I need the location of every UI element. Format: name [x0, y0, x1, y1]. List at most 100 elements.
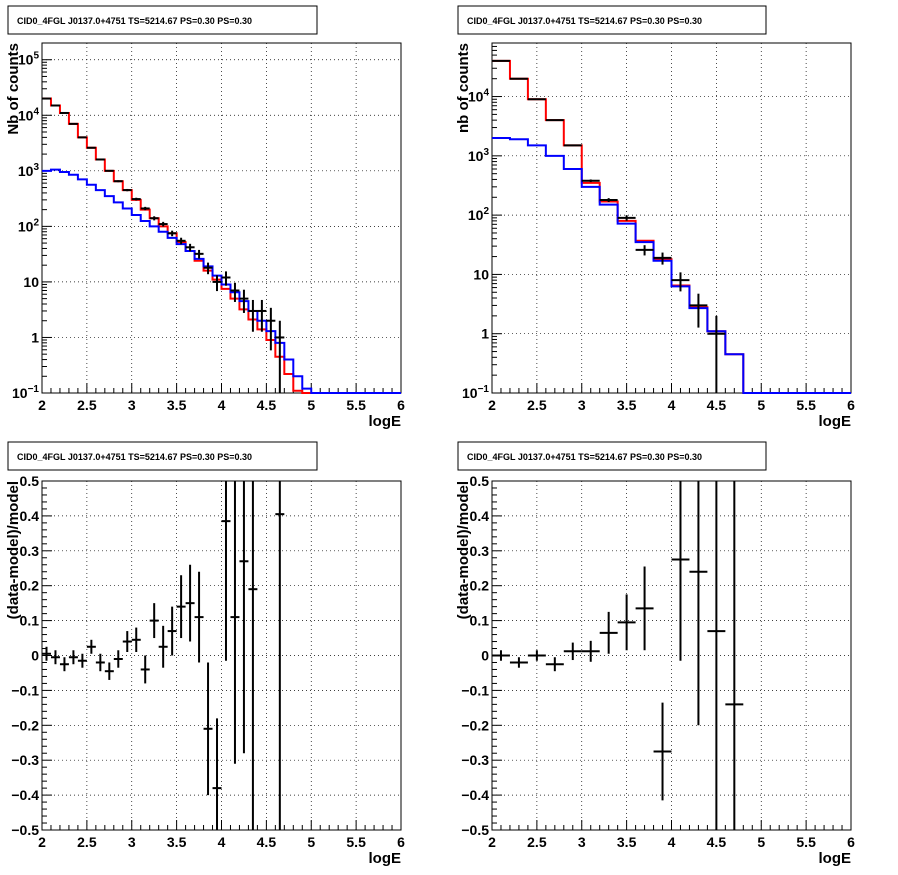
x-tick-label: 6	[397, 397, 405, 413]
x-axis-ticks	[41, 820, 402, 830]
x-tick-label: 5.5	[346, 397, 366, 413]
x-tick-label: 2.5	[527, 397, 547, 413]
y-tick-label: 0.3	[470, 543, 490, 559]
y-tick-label: 1	[31, 329, 39, 345]
x-tick-label: 3.5	[617, 834, 637, 850]
y-tick-label: −0.3	[11, 752, 39, 768]
x-tick-label: 2.5	[77, 397, 97, 413]
y-tick-label: 10−1	[12, 384, 39, 401]
x-tick-label: 6	[847, 397, 855, 413]
residual-points	[492, 481, 744, 830]
y-axis-ticks	[492, 42, 502, 394]
x-tick-label: 3.5	[617, 397, 637, 413]
y-tick-label: −0.1	[461, 682, 489, 698]
x-tick-label: 5.5	[796, 834, 816, 850]
y-axis-label: Nb of counts	[5, 43, 22, 135]
x-tick-label: 2	[38, 834, 46, 850]
y-tick-label: −0.2	[11, 717, 39, 733]
x-tick-label: 3	[128, 397, 136, 413]
chart-title: CID0_4FGL J0137.0+4751 TS=5214.67 PS=0.3…	[467, 16, 702, 26]
grid	[42, 43, 401, 393]
y-tick-label: 0	[481, 648, 489, 664]
y-tick-label: 0.4	[20, 508, 40, 524]
grid	[42, 481, 401, 830]
x-tick-label: 4	[218, 397, 226, 413]
chart-title: CID0_4FGL J0137.0+4751 TS=5214.67 PS=0.3…	[17, 452, 252, 462]
y-tick-label: −0.5	[461, 822, 489, 838]
x-tick-label: 2	[488, 397, 496, 413]
y-tick-label: 103	[18, 162, 40, 179]
y-tick-label: −0.4	[461, 787, 489, 803]
x-axis-ticks	[41, 383, 402, 393]
y-tick-label: 0.2	[20, 578, 40, 594]
y-tick-label: 0	[31, 648, 39, 664]
panel-bottom-right: CID0_4FGL J0137.0+4751 TS=5214.67 PS=0.3…	[455, 441, 855, 867]
x-tick-label: 5.5	[346, 834, 366, 850]
x-tick-label: 2.5	[77, 834, 97, 850]
y-tick-label: 102	[18, 217, 40, 234]
data-points	[492, 59, 726, 393]
panel-top-right: CID0_4FGL J0137.0+4751 TS=5214.67 PS=0.3…	[455, 5, 855, 430]
y-tick-label: −0.1	[11, 682, 39, 698]
y-tick-label: −0.4	[11, 787, 39, 803]
y-tick-label: 0.5	[470, 473, 490, 489]
y-tick-label: 0.2	[470, 578, 490, 594]
y-tick-label: 10	[23, 274, 39, 290]
title-box	[7, 441, 318, 471]
x-tick-label: 5	[757, 397, 765, 413]
x-axis-label: logE	[819, 413, 852, 430]
y-tick-label: 104	[18, 106, 40, 123]
y-tick-label: 0.4	[470, 508, 490, 524]
y-axis-label: (data-model)/model	[5, 481, 22, 619]
y-axis-ticks	[42, 42, 52, 394]
chart-title: CID0_4FGL J0137.0+4751 TS=5214.67 PS=0.3…	[17, 16, 252, 26]
y-axis-label: (data-model)/model	[455, 481, 472, 619]
x-axis-label: logE	[369, 850, 402, 867]
y-tick-label: 104	[468, 88, 490, 105]
x-tick-label: 4.5	[257, 834, 277, 850]
chart-title: CID0_4FGL J0137.0+4751 TS=5214.67 PS=0.3…	[467, 452, 702, 462]
series-line-1	[492, 136, 851, 394]
x-tick-label: 3	[578, 397, 586, 413]
x-tick-label: 3.5	[167, 397, 187, 413]
x-tick-label: 3.5	[167, 834, 187, 850]
x-axis-label: logE	[369, 413, 402, 430]
y-tick-label: 1	[481, 326, 489, 342]
y-axis-label: nb of counts	[455, 43, 472, 133]
x-tick-label: 4.5	[707, 834, 727, 850]
title-box	[457, 441, 767, 471]
x-axis-label: logE	[819, 850, 852, 867]
y-tick-label: −0.2	[461, 717, 489, 733]
y-tick-label: 105	[18, 51, 40, 68]
x-axis-ticks	[491, 820, 852, 830]
data-points	[42, 97, 285, 393]
x-tick-label: 5	[307, 397, 315, 413]
x-tick-label: 4	[218, 834, 226, 850]
x-tick-label: 4.5	[707, 397, 727, 413]
y-tick-label: −0.5	[11, 822, 39, 838]
x-tick-label: 4.5	[257, 397, 277, 413]
y-tick-label: 10−1	[462, 384, 489, 401]
x-tick-label: 2.5	[527, 834, 547, 850]
panel-top-left: CID0_4FGL J0137.0+4751 TS=5214.67 PS=0.3…	[5, 5, 405, 430]
x-tick-label: 6	[847, 834, 855, 850]
x-tick-label: 2	[38, 397, 46, 413]
y-tick-label: 0.5	[20, 473, 40, 489]
x-tick-label: 5.5	[796, 397, 816, 413]
x-tick-label: 3	[128, 834, 136, 850]
x-tick-label: 4	[668, 397, 676, 413]
series-line-1	[42, 168, 401, 394]
x-tick-label: 5	[757, 834, 765, 850]
x-tick-label: 4	[668, 834, 676, 850]
y-axis-ticks	[42, 480, 52, 831]
title-box	[457, 5, 767, 35]
title-box	[7, 5, 318, 35]
y-tick-label: −0.3	[461, 752, 489, 768]
y-tick-label: 102	[468, 206, 490, 223]
panel-bottom-left: CID0_4FGL J0137.0+4751 TS=5214.67 PS=0.3…	[5, 441, 405, 867]
x-tick-label: 2	[488, 834, 496, 850]
y-tick-label: 0.1	[20, 613, 40, 629]
grid	[492, 43, 851, 393]
x-tick-label: 6	[397, 834, 405, 850]
